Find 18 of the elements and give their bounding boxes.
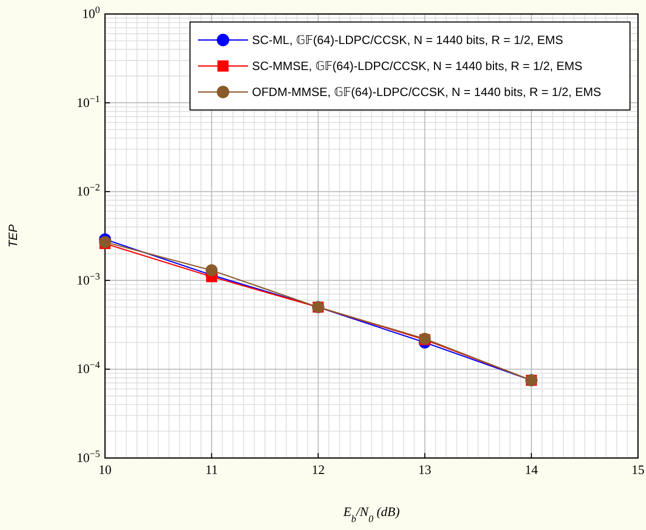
y-tick-label: 10$^{−2}$ (76, 182, 100, 199)
x-tick-label: 10 (98, 462, 112, 477)
y-tick-label: 10$^{−3}$ (76, 270, 100, 288)
x-tick-label: 12 (312, 462, 325, 477)
x-axis-title: E$_{b}$/N$_{0}$ (dB) (342, 504, 400, 524)
y-axis-title: TEP (6, 224, 20, 248)
point (206, 264, 218, 276)
legend-label: SC-ML, 𝔾𝔽(64)-LDPC/CCSK, N = 1440 bits, R = 1/2, EMS (252, 33, 564, 47)
y-tick-label: 10$^{−4}$ (76, 360, 100, 376)
legend-label: OFDM-MMSE, 𝔾𝔽(64)-LDPC/CCSK, N = 1440 bits, R = 1/2, EMS (252, 85, 602, 99)
legend-label: SC-MMSE, 𝔾𝔽(64)-LDPC/CCSK, N = 1440 bits, R = 1/2, EMS (252, 59, 582, 73)
x-tick-label: 15 (632, 462, 644, 477)
y-tick-label: 10$^{−1}$ (76, 93, 100, 110)
x-tick-label: 14 (524, 462, 538, 477)
y-tick-label: 10$^{0}$ (82, 4, 100, 21)
y-tick-label: 10$^{−5}$ (76, 448, 100, 465)
x-tick-label: 13 (418, 462, 432, 477)
x-tick-label: 11 (205, 462, 218, 477)
